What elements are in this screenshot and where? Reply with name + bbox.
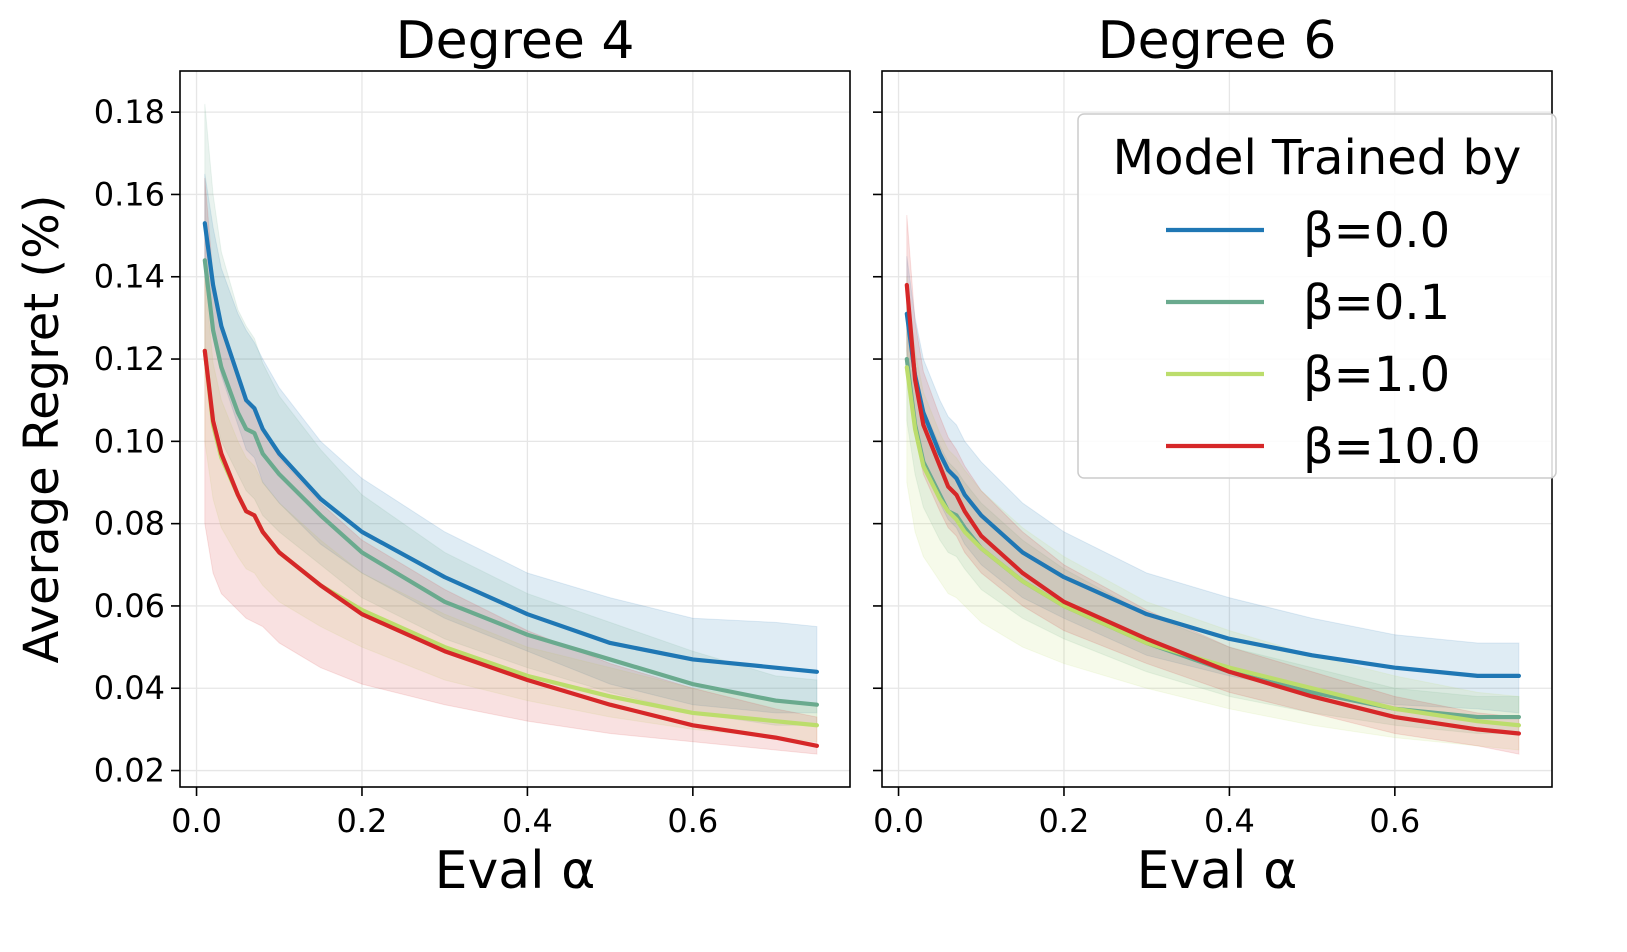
panel-title: Degree 6 — [1098, 11, 1337, 71]
legend-entry: β=0.0 — [1166, 203, 1450, 259]
y-tick-label: 0.12 — [94, 340, 165, 378]
legend-label: β=0.0 — [1303, 203, 1450, 259]
y-tick-label: 0.16 — [94, 175, 165, 213]
legend: Model Trained by β=0.0 β=0.1 β=1.0 β=10.0 — [1077, 113, 1557, 479]
x-tick-label: 0.2 — [1039, 802, 1090, 840]
line-0.0 — [904, 311, 1522, 678]
legend-label: β=10.0 — [1303, 419, 1481, 475]
y-tick-label: 0.08 — [94, 505, 165, 543]
grid — [180, 71, 850, 787]
x-tick: 0.2 — [1039, 787, 1090, 840]
y-tick-label: 0.02 — [94, 752, 165, 790]
legend-label: β=0.1 — [1303, 275, 1450, 331]
panel-degree-4: 0.0 0.2 0.4 0.6 0.02 0.04 0.06 0.08 0.10 0.12 0.1… — [14, 11, 851, 901]
y-tick: 0.06 — [94, 587, 180, 625]
x-tick-label: 0.6 — [667, 802, 718, 840]
x-tick-label: 0.6 — [1369, 802, 1420, 840]
panel-title: Degree 4 — [396, 11, 635, 71]
y-tick: 0.14 — [94, 258, 180, 296]
y-tick: 0.12 — [94, 340, 180, 378]
x-ticks: 0.0 0.2 0.4 0.6 — [171, 787, 718, 840]
x-tick-label: 0.4 — [1204, 802, 1255, 840]
legend-box — [1077, 113, 1557, 479]
legend-entries: β=0.0 β=0.1 β=1.0 β=10.0 — [1166, 203, 1481, 475]
line-0.1 — [202, 258, 820, 707]
y-tick: 0.02 — [94, 752, 180, 790]
x-tick: 0.6 — [1369, 787, 1420, 840]
legend-entry: β=0.1 — [1166, 275, 1450, 331]
x-tick-label: 0.2 — [337, 802, 388, 840]
y-tick-label: 0.10 — [94, 422, 165, 460]
x-tick-label: 0.4 — [502, 802, 553, 840]
line-10.0 — [202, 348, 820, 748]
line-0.0 — [202, 221, 820, 674]
y-tick-label: 0.18 — [94, 93, 165, 131]
y-ticks — [873, 111, 882, 772]
x-tick: 0.4 — [1204, 787, 1255, 840]
legend-entry: β=1.0 — [1166, 347, 1450, 403]
x-tick: 0.0 — [873, 787, 924, 840]
band-1.0 — [906, 276, 1520, 751]
x-ticks: 0.0 0.2 0.4 0.6 — [873, 787, 1420, 840]
y-axis-label: Average Regret (%) — [14, 195, 70, 664]
y-ticks: 0.02 0.04 0.06 0.08 0.10 0.12 0.14 0.16 0.18 — [94, 93, 180, 790]
x-tick: 0.4 — [502, 787, 553, 840]
y-tick: 0.16 — [94, 175, 180, 213]
y-tick: 0.10 — [94, 422, 180, 460]
band-1.0 — [204, 276, 818, 743]
y-tick: 0.04 — [94, 669, 180, 707]
legend-entry: β=10.0 — [1166, 419, 1481, 475]
y-tick-label: 0.04 — [94, 669, 165, 707]
x-tick-label: 0.0 — [873, 802, 924, 840]
y-tick: 0.08 — [94, 505, 180, 543]
x-axis-label: Eval α — [1137, 841, 1298, 901]
x-tick-label: 0.0 — [171, 802, 222, 840]
x-tick: 0.2 — [337, 787, 388, 840]
series-lines — [202, 221, 820, 748]
x-axis-label: Eval α — [435, 841, 596, 901]
y-tick-label: 0.06 — [94, 587, 165, 625]
y-tick: 0.18 — [94, 93, 180, 131]
panel-degree-6: 0.0 0.2 0.4 0.6 Degree 6 Eval α — [873, 11, 1553, 901]
line-10.0 — [904, 282, 1522, 736]
y-tick-label: 0.14 — [94, 258, 165, 296]
axes-frame — [179, 70, 851, 788]
band-10.0 — [906, 214, 1520, 755]
series-lines — [904, 282, 1522, 736]
x-tick: 0.0 — [171, 787, 222, 840]
legend-label: β=1.0 — [1303, 347, 1450, 403]
legend-title: Model Trained by — [1113, 130, 1522, 186]
x-tick: 0.6 — [667, 787, 718, 840]
confidence-bands — [204, 103, 818, 755]
line-1.0 — [904, 365, 1522, 728]
